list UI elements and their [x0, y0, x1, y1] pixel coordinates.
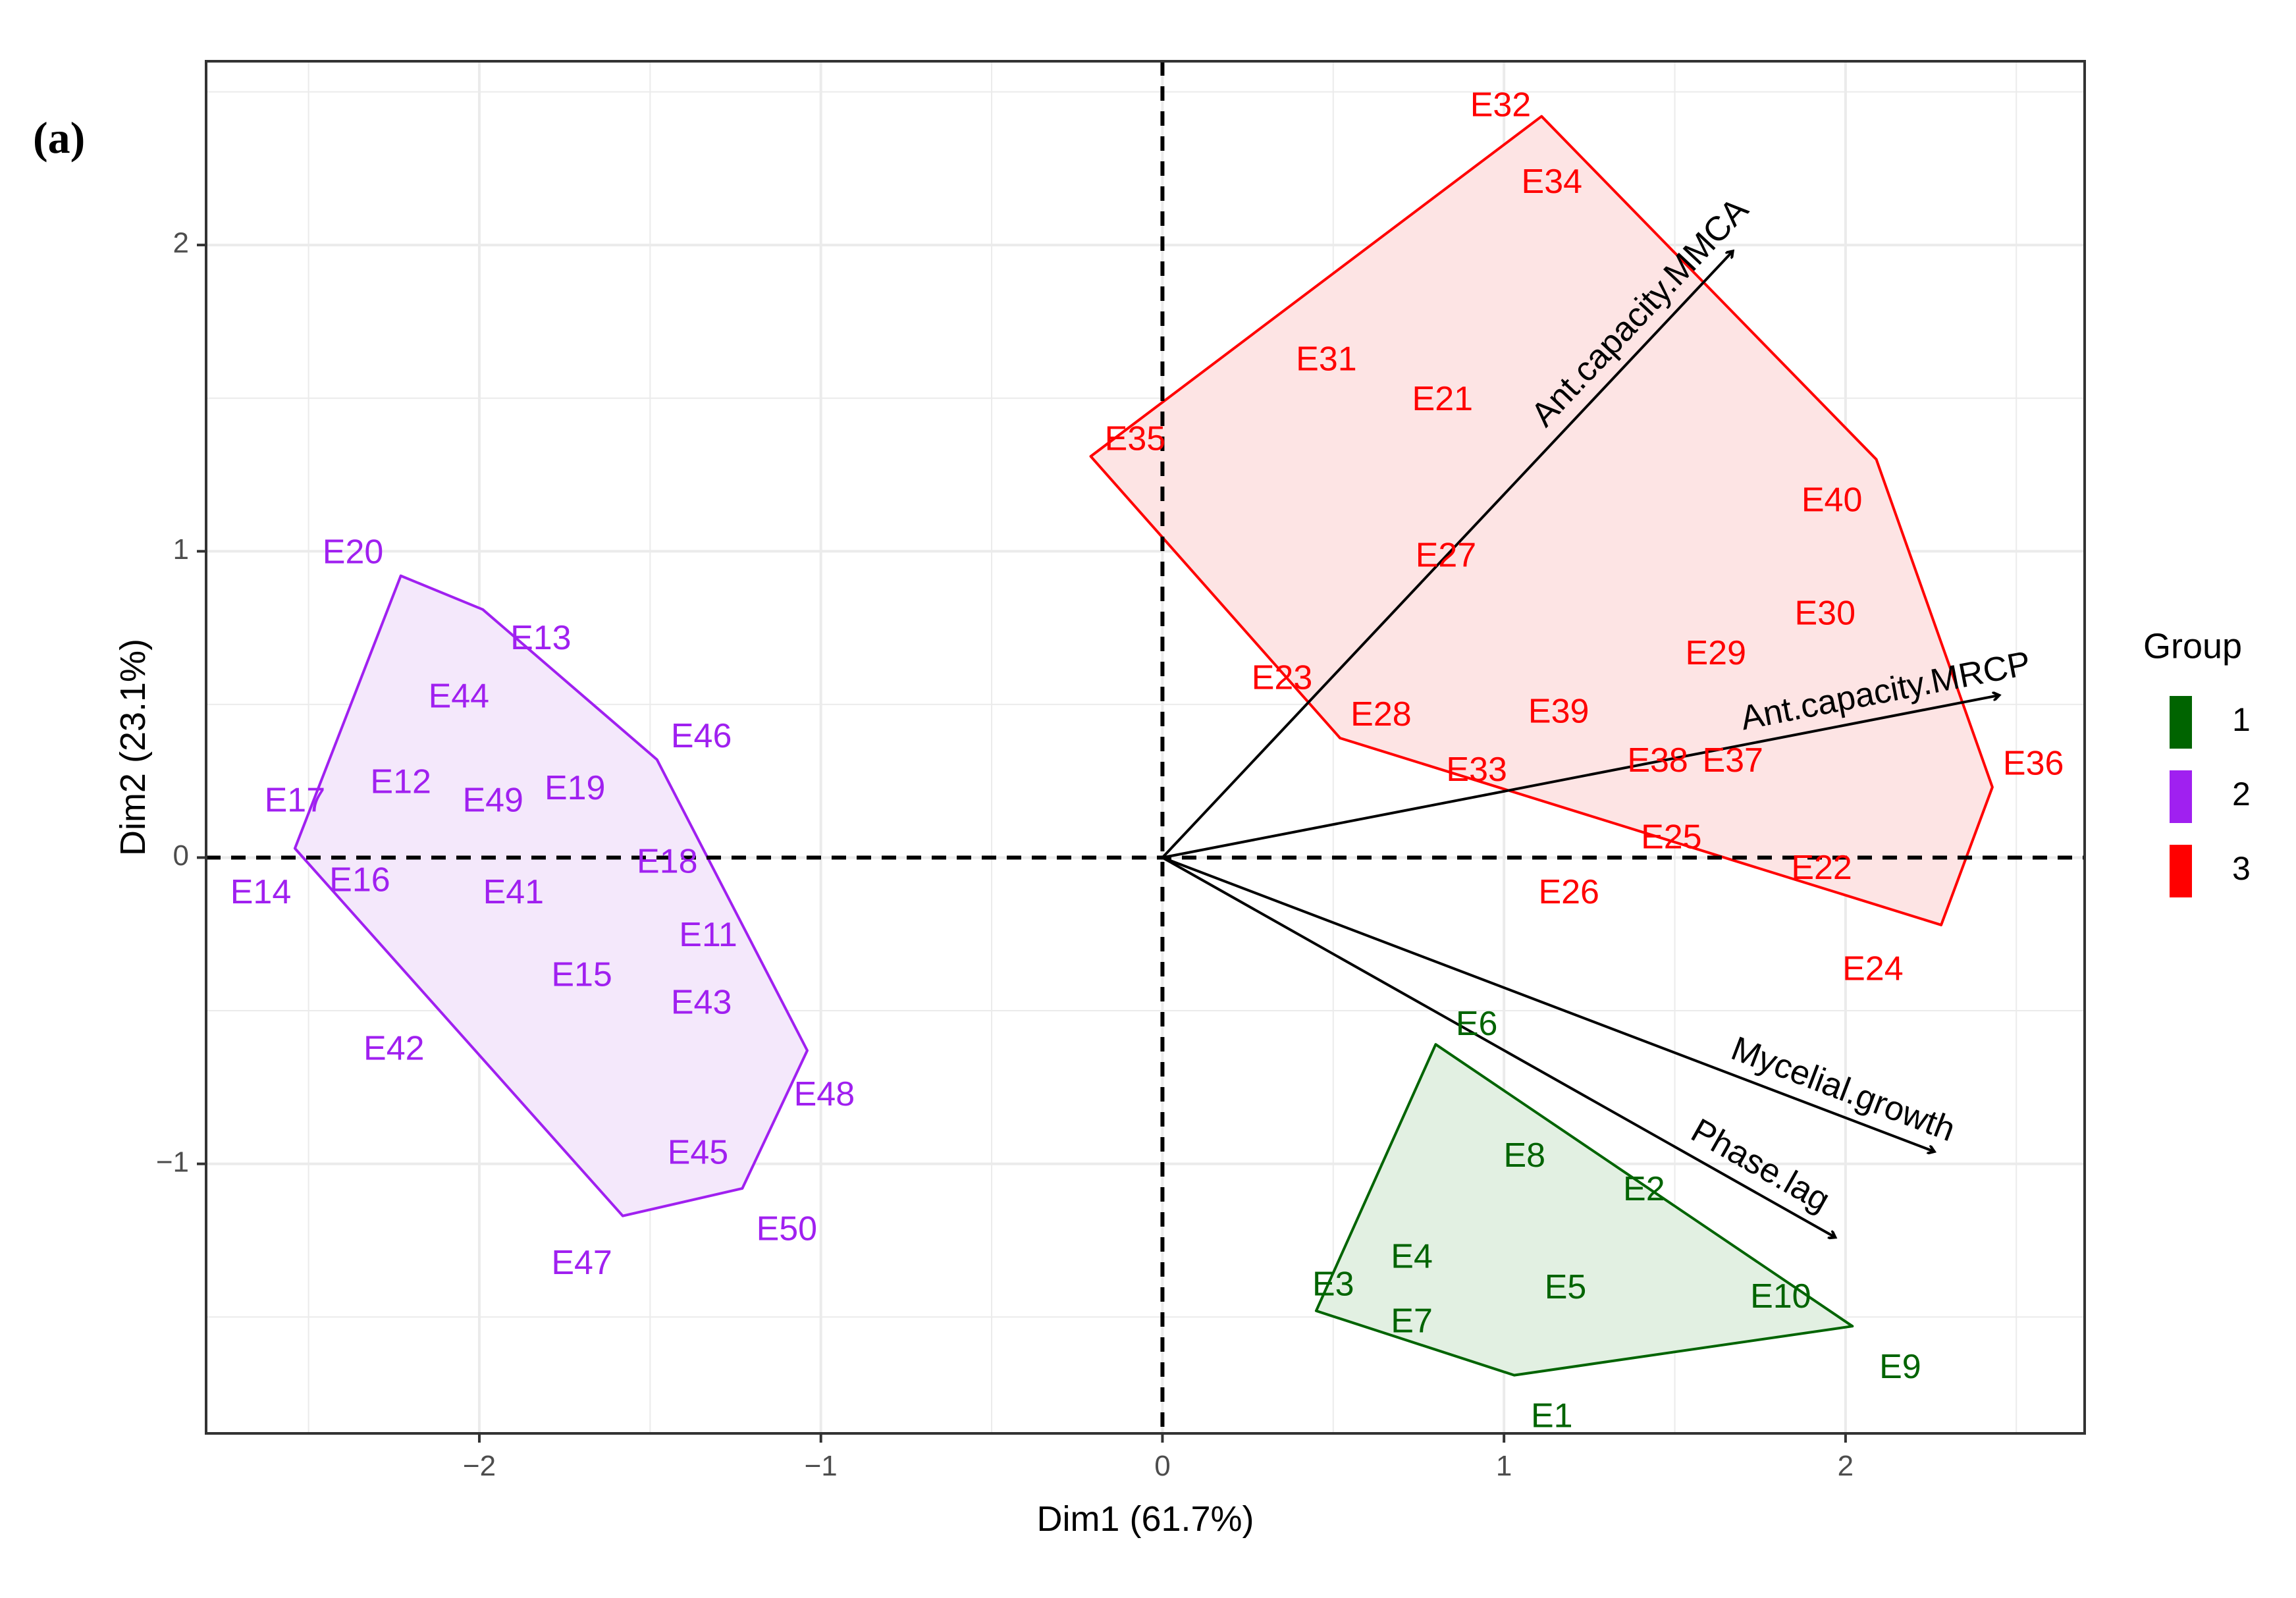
point-label-e2: E2: [1623, 1170, 1665, 1208]
point-label-e21: E21: [1412, 380, 1474, 418]
legend-label-group-2: 2: [2232, 776, 2251, 812]
point-label-e44: E44: [429, 677, 490, 715]
x-tick-label: −2: [463, 1450, 496, 1482]
point-label-e20: E20: [323, 533, 384, 572]
point-label-e4: E4: [1391, 1238, 1433, 1276]
point-label-e25: E25: [1641, 818, 1702, 856]
y-tick-label: −1: [156, 1146, 189, 1178]
point-label-e26: E26: [1538, 873, 1599, 911]
point-label-e40: E40: [1802, 481, 1863, 519]
point-label-e10: E10: [1750, 1277, 1811, 1316]
x-axis-title: Dim1 (61.7%): [1036, 1499, 1254, 1539]
point-label-e23: E23: [1252, 658, 1313, 697]
point-label-e6: E6: [1456, 1005, 1498, 1043]
group-hulls: [293, 115, 1994, 1377]
point-label-e50: E50: [757, 1210, 818, 1248]
arrow-mycelial-growth: [1161, 856, 1934, 1152]
point-label-e49: E49: [462, 781, 523, 819]
point-labels: E1 E2 E3 E4 E5 E6 E7 E8 E9 E10 E11 E12 E13 E14 E15 E16 E…: [230, 86, 2064, 1435]
x-tick-label: 2: [1838, 1450, 1854, 1482]
arrow-phase-lag: [1161, 856, 1835, 1237]
legend: Group 1 2 3: [2143, 626, 2251, 897]
plot-border: [205, 60, 2086, 1435]
point-label-e19: E19: [545, 769, 606, 807]
point-label-e32: E32: [1470, 86, 1532, 124]
point-label-e24: E24: [1842, 949, 1904, 988]
legend-swatch-group-3: [2170, 845, 2192, 897]
legend-swatch-group-1: [2170, 696, 2192, 749]
point-label-e41: E41: [483, 873, 545, 911]
point-label-e42: E42: [363, 1029, 425, 1067]
point-label-e14: E14: [230, 873, 292, 911]
arrow-ant-capacity-mmca: [1161, 251, 1732, 859]
panel-label: (a): [33, 113, 86, 163]
point-label-e11: E11: [679, 916, 737, 954]
legend-label-group-3: 3: [2232, 850, 2251, 887]
hull-group-2: [293, 574, 809, 1217]
point-label-e48: E48: [794, 1075, 855, 1113]
x-tick-label: 0: [1154, 1450, 1170, 1482]
point-label-e30: E30: [1795, 595, 1856, 633]
point-label-e39: E39: [1528, 693, 1589, 731]
point-label-e43: E43: [671, 983, 732, 1021]
reference-lines: [206, 61, 2085, 1433]
point-label-e9: E9: [1879, 1348, 1921, 1386]
point-label-e12: E12: [370, 763, 431, 801]
x-tick-label: −1: [805, 1450, 838, 1482]
point-label-e46: E46: [671, 717, 732, 755]
point-label-e37: E37: [1702, 741, 1763, 780]
point-label-e17: E17: [265, 781, 326, 819]
y-tick-label: 0: [173, 839, 189, 872]
hull-group-1: [1314, 1043, 1854, 1377]
legend-label-group-1: 1: [2232, 701, 2251, 738]
point-label-e35: E35: [1105, 420, 1166, 458]
point-label-e31: E31: [1296, 340, 1357, 379]
point-label-e13: E13: [510, 619, 572, 657]
arrow-ant-capacity-mrcp: [1162, 695, 1999, 859]
point-label-e16: E16: [329, 861, 390, 899]
point-label-e33: E33: [1446, 751, 1507, 789]
point-label-e47: E47: [551, 1244, 612, 1282]
y-tick-label: 2: [173, 227, 189, 259]
point-label-e36: E36: [2003, 745, 2064, 783]
point-label-e18: E18: [637, 843, 698, 881]
point-label-e8: E8: [1503, 1136, 1545, 1175]
point-label-e1: E1: [1531, 1397, 1573, 1435]
point-label-e34: E34: [1522, 163, 1583, 201]
axes: −2 −1 0 1 2 −1 0 1 2 Dim1 (61.7%) Dim2 (23.1%): [113, 227, 1854, 1539]
point-label-e29: E29: [1686, 634, 1747, 672]
point-label-e3: E3: [1312, 1265, 1354, 1303]
point-label-e15: E15: [551, 956, 612, 994]
point-label-e27: E27: [1416, 536, 1477, 574]
y-tick-label: 1: [173, 533, 189, 566]
legend-swatch-group-2: [2170, 770, 2192, 823]
point-label-e5: E5: [1545, 1268, 1587, 1306]
x-tick-label: 1: [1496, 1450, 1512, 1482]
point-label-e7: E7: [1391, 1302, 1433, 1340]
y-axis-title: Dim2 (23.1%): [113, 639, 153, 856]
point-label-e22: E22: [1791, 849, 1852, 887]
point-label-e38: E38: [1627, 741, 1688, 780]
legend-title: Group: [2143, 626, 2242, 666]
hull-group-3: [1089, 115, 1994, 926]
point-label-e45: E45: [668, 1133, 729, 1171]
point-label-e28: E28: [1350, 695, 1412, 733]
